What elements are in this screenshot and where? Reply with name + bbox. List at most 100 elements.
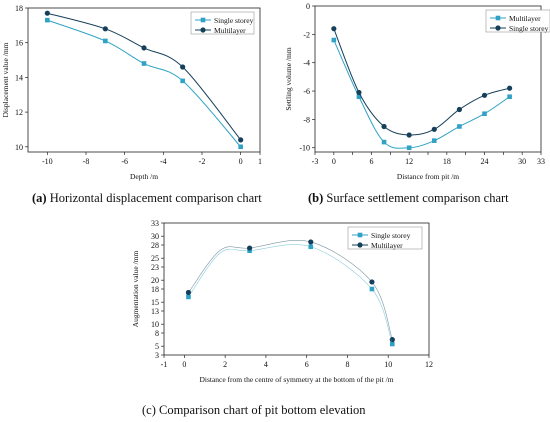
y-tick-label: 10: [151, 320, 159, 329]
data-point: [431, 126, 437, 132]
data-point: [381, 123, 387, 130]
data-point: [406, 145, 412, 151]
x-tick-label: 24: [481, 157, 489, 166]
data-point: [180, 78, 185, 84]
trend-curve-2: [188, 239, 393, 340]
x-tick-label: 8: [345, 360, 349, 369]
chart-b: -3 0 6 12 18 24 30 33 -10 -8 -6 -4 -2 0 Distance from …: [284, 2, 550, 181]
legend-label: Multilayer: [214, 26, 246, 35]
legend-swatch-marker: [357, 242, 363, 248]
data-point: [482, 111, 487, 117]
data-point: [180, 64, 186, 70]
x-tick-label: 18: [443, 157, 451, 166]
legend-label: Multilayer: [509, 14, 541, 23]
legend-swatch-marker: [495, 15, 501, 21]
x-tick-label: 30: [518, 157, 526, 166]
x-tick-label: 6: [305, 360, 309, 369]
y-tick-label: 18: [151, 285, 159, 294]
data-point: [331, 37, 337, 43]
data-point: [431, 138, 437, 143]
x-tick-label: -3: [312, 157, 319, 166]
y-tick-label: -8: [303, 115, 310, 124]
chart-c: -1 0 2 4 6 8 10 1235810131518202325283033Distan…: [131, 219, 433, 384]
caption-a-letter: (a): [32, 191, 47, 205]
x-tick-label: 0: [332, 157, 336, 166]
y-tick-label: 16: [15, 39, 23, 48]
y-tick-label: 23: [151, 263, 159, 272]
y-tick-label: 18: [15, 4, 23, 13]
x-tick-label: -2: [199, 157, 206, 166]
data-point: [186, 294, 191, 300]
chart-a: -10 -8 -6 -4 -2 0 1 10 12 14 16 18 Depth /m Displacem…: [1, 4, 262, 181]
x-tick-label: 0: [239, 157, 243, 166]
legend-label: Single storey: [371, 231, 411, 240]
data-point: [103, 38, 108, 44]
legend-swatch-marker: [200, 17, 206, 23]
y-tick-label: 10: [15, 143, 23, 152]
series-1: [45, 17, 243, 150]
caption-b: (b) Surface settlement comparison chart: [308, 191, 509, 206]
series-1: [331, 37, 512, 151]
trend-curve-1: [188, 244, 393, 345]
x-axis-label: Distance from pit /m: [397, 172, 459, 181]
data-point: [381, 139, 387, 145]
y-tick-label: -4: [303, 59, 310, 68]
series-line: [47, 19, 242, 148]
caption-a: (a) Horizontal displacement comparison c…: [32, 191, 262, 206]
data-point: [356, 89, 362, 96]
x-tick-label: 12: [425, 360, 433, 369]
series-line: [333, 28, 510, 136]
y-tick-label: 8: [155, 329, 159, 338]
y-tick-label: 13: [151, 307, 159, 316]
data-point: [356, 94, 362, 100]
x-tick-label: 10: [384, 360, 392, 369]
y-tick-label: 30: [151, 232, 159, 241]
data-point: [481, 92, 488, 98]
legend-swatch-marker: [357, 232, 363, 238]
data-point: [45, 17, 50, 23]
legend-swatch-marker: [495, 25, 501, 31]
series-2: [44, 10, 244, 143]
data-point: [507, 85, 513, 91]
data-point: [507, 94, 512, 100]
x-tick-label: 6: [370, 157, 374, 166]
y-tick-label: -10: [299, 144, 310, 153]
legend-box: [190, 11, 255, 35]
caption-b-text: Surface settlement comparison chart: [323, 191, 509, 205]
y-axis-label: Augmentation value /mm: [131, 251, 140, 328]
y-tick-label: 20: [151, 276, 159, 285]
x-tick-label: -1: [161, 360, 168, 369]
caption-b-letter: (b): [308, 191, 324, 205]
y-tick-label: 28: [151, 241, 159, 250]
legend-label: Single storey: [214, 16, 254, 25]
data-point: [141, 61, 147, 66]
data-point: [457, 124, 462, 129]
legend-box: [347, 226, 423, 250]
x-tick-label: -6: [121, 157, 128, 166]
legend-box: [485, 9, 550, 33]
series-2: [185, 239, 395, 343]
y-tick-label: 3: [155, 351, 159, 360]
y-axis-label: Settling volume /mm: [284, 47, 293, 110]
x-tick-label: 0: [182, 360, 186, 369]
x-tick-label: 33: [537, 157, 545, 166]
y-tick-label: -6: [303, 87, 310, 96]
y-tick-label: 33: [151, 219, 159, 228]
data-point: [141, 45, 147, 51]
x-tick-label: 4: [264, 360, 268, 369]
caption-a-text: Horizontal displacement comparison chart: [46, 191, 262, 205]
y-tick-label: 14: [15, 73, 23, 82]
caption-c-text: (c) Comparison chart of pit bottom eleva…: [142, 403, 366, 417]
x-tick-label: 2: [223, 360, 227, 369]
y-tick-label: -2: [303, 30, 310, 39]
legend-swatch-marker: [200, 27, 206, 33]
x-axis-label: Depth /m: [130, 172, 158, 181]
x-tick-label: 12: [405, 157, 413, 166]
x-tick-label: -8: [83, 157, 90, 166]
x-tick-label: -4: [160, 157, 167, 166]
data-point: [331, 26, 337, 32]
data-point: [238, 144, 243, 150]
